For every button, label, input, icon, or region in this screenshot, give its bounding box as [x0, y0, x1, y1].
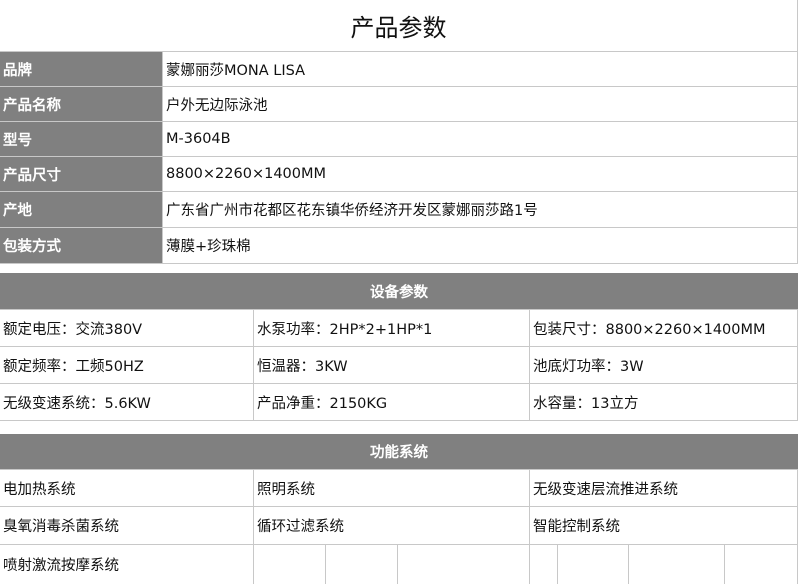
function-cell: 臭氧消毒杀菌系统 — [0, 507, 254, 545]
grid-line — [628, 545, 629, 584]
equipment-cell: 水泵功率：2HP*2+1HP*1 — [254, 310, 530, 347]
function-cell: 智能控制系统 — [530, 507, 798, 545]
equipment-cell: 无级变速系统：5.6KW — [0, 384, 254, 421]
equipment-cell: 额定频率：工频50HZ — [0, 347, 254, 384]
label-size: 产品尺寸 — [0, 157, 163, 192]
function-cell: 电加热系统 — [0, 470, 254, 507]
equipment-cell: 池底灯功率：3W — [530, 347, 798, 384]
value-brand: 蒙娜丽莎MONA LISA — [163, 52, 798, 87]
value-packaging: 薄膜+珍珠棉 — [163, 228, 798, 264]
grid-line — [529, 545, 530, 584]
label-model: 型号 — [0, 122, 163, 157]
label-product-name: 产品名称 — [0, 87, 163, 122]
function-cell: 喷射激流按摩系统 — [0, 545, 254, 584]
value-origin: 广东省广州市花都区花东镇华侨经济开发区蒙娜丽莎路1号 — [163, 192, 798, 228]
grid-line — [724, 545, 725, 584]
grid-line — [557, 545, 558, 584]
label-brand: 品牌 — [0, 52, 163, 87]
value-size: 8800×2260×1400MM — [163, 157, 798, 192]
grid-line — [397, 545, 398, 584]
equipment-cell: 恒温器：3KW — [254, 347, 530, 384]
functions-header: 功能系统 — [0, 434, 798, 470]
function-cell: 无级变速层流推进系统 — [530, 470, 798, 507]
function-cell: 循环过滤系统 — [254, 507, 530, 545]
equipment-header: 设备参数 — [0, 273, 798, 310]
equipment-cell: 额定电压：交流380V — [0, 310, 254, 347]
equipment-cell: 包装尺寸：8800×2260×1400MM — [530, 310, 798, 347]
grid-line — [325, 545, 326, 584]
page-title: 产品参数 — [0, 0, 798, 52]
value-model: M-3604B — [163, 122, 798, 157]
label-origin: 产地 — [0, 192, 163, 228]
value-product-name: 户外无边际泳池 — [163, 87, 798, 122]
equipment-cell: 水容量：13立方 — [530, 384, 798, 421]
label-packaging: 包装方式 — [0, 228, 163, 264]
function-cell: 照明系统 — [254, 470, 530, 507]
equipment-cell: 产品净重：2150KG — [254, 384, 530, 421]
